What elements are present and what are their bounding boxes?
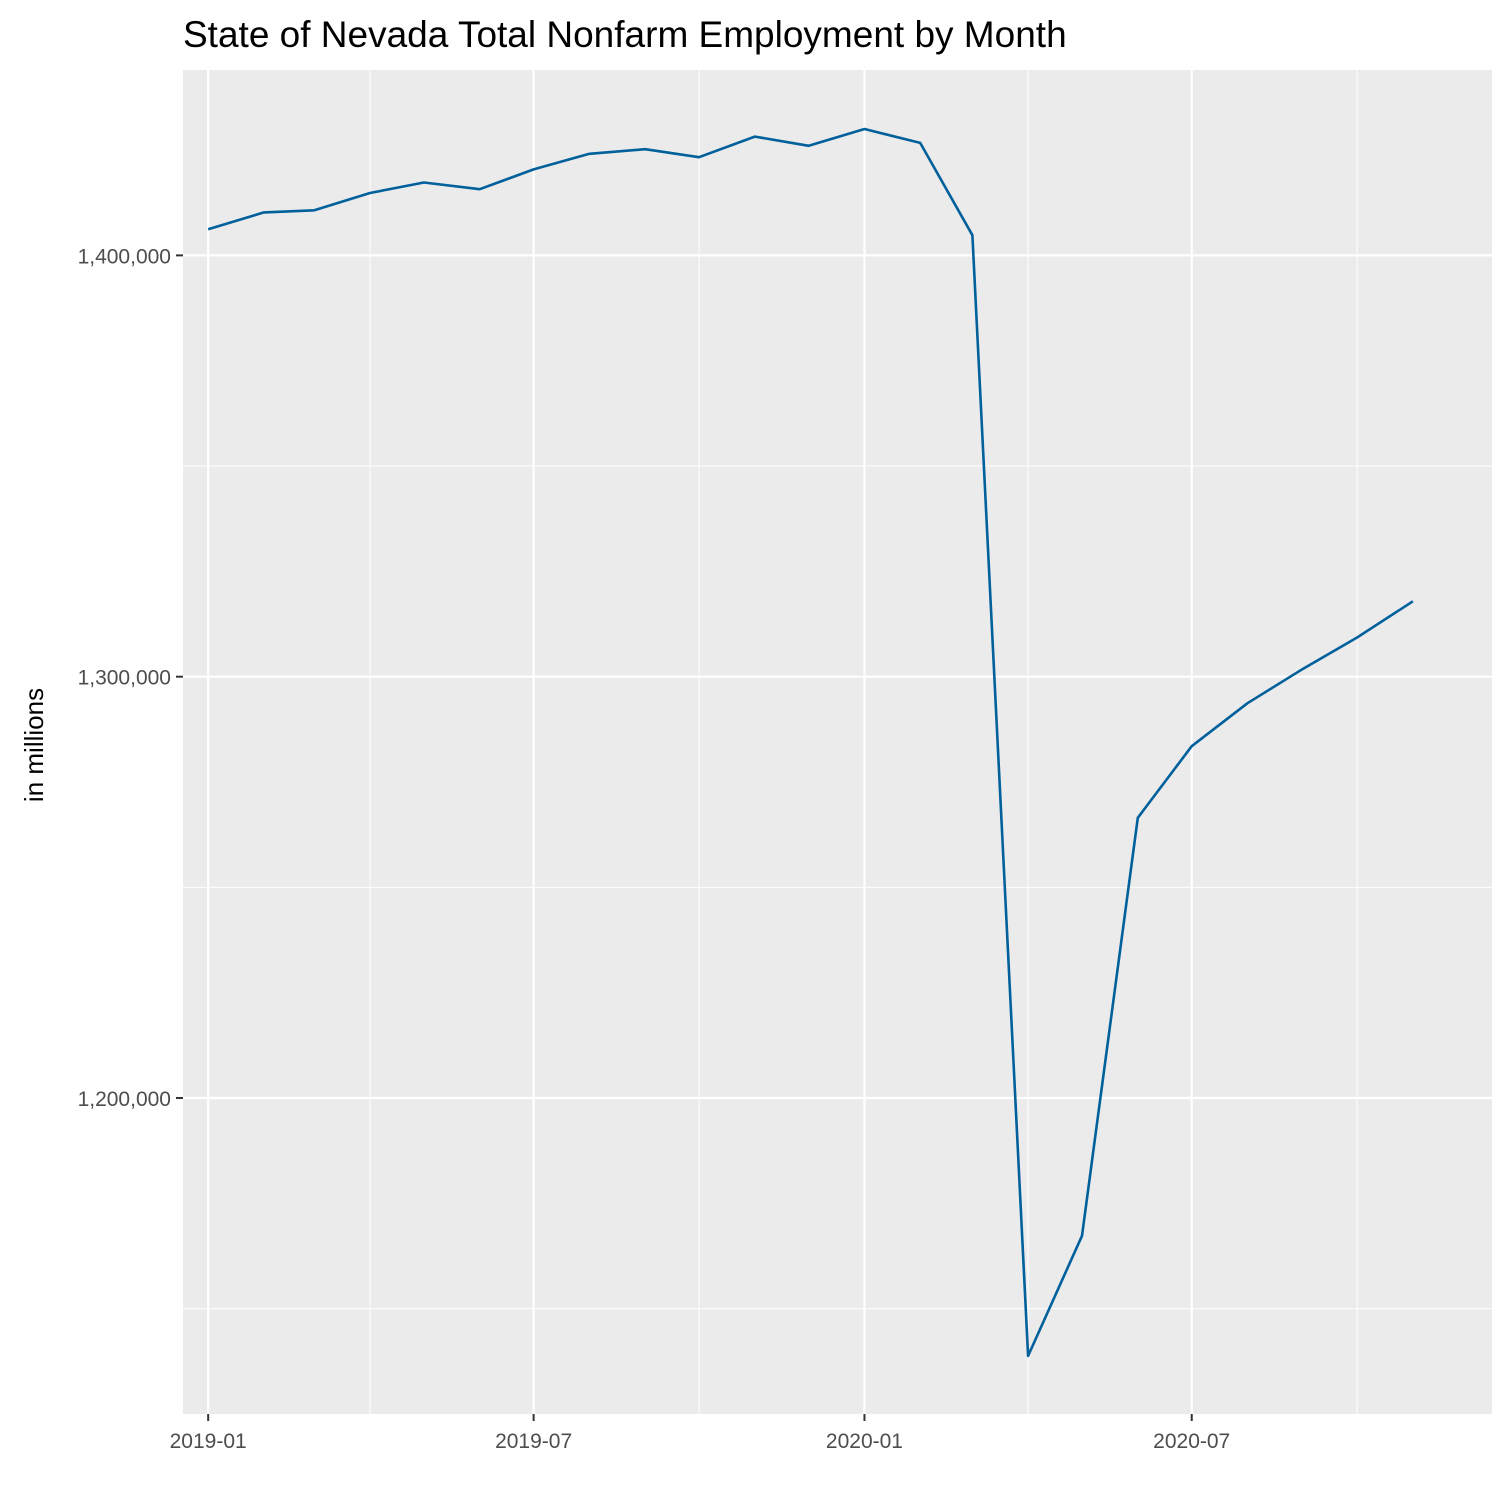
plot-panel: [183, 70, 1492, 1414]
chart-title: State of Nevada Total Nonfarm Employment…: [183, 14, 1067, 55]
x-tick-label: 2020-01: [826, 1430, 903, 1453]
x-tick-label: 2019-01: [170, 1430, 247, 1453]
y-tick-label: 1,400,000: [78, 245, 171, 268]
minor-gridlines-x: [369, 70, 1358, 1414]
minor-gridlines-y: [183, 465, 1492, 1310]
series-layer: [207, 127, 1414, 1358]
x-tick-label: 2019-07: [495, 1430, 572, 1453]
major-gridlines-y: [183, 254, 1492, 1100]
x-tick-label: 2020-07: [1153, 1430, 1230, 1453]
series-line: [207, 127, 1414, 1358]
y-tick-label: 1,200,000: [78, 1088, 171, 1111]
x-axis: 2019-01 2019-07 2020-01 2020-07: [170, 1414, 1230, 1453]
y-axis-title: in millions: [19, 688, 49, 802]
y-axis: 1,200,000 1,300,000 1,400,000: [78, 245, 183, 1111]
major-gridlines-x: [207, 70, 1193, 1414]
y-tick-label: 1,300,000: [78, 667, 171, 690]
